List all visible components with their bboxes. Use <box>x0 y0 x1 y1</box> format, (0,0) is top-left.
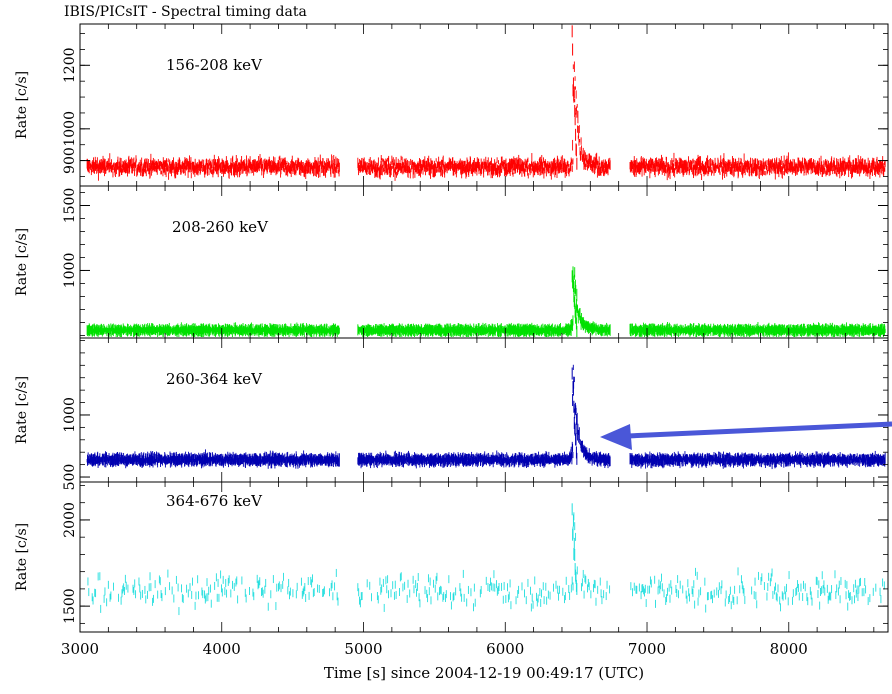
panel-2: 1000 1500 Rate [c/s] 208-260 keV <box>14 185 889 339</box>
y-tick-label: 1000 <box>62 111 78 147</box>
data-series <box>86 364 886 470</box>
panel-frame <box>79 185 889 339</box>
y-axis-label: Rate [c/s] <box>14 228 30 296</box>
y-axis-label: Rate [c/s] <box>14 71 30 139</box>
y-tick-label: 1000 <box>62 253 78 289</box>
y-tick-label: 1200 <box>62 47 78 83</box>
energy-band-label: 156-208 keV <box>166 56 263 74</box>
data-series <box>86 266 886 337</box>
energy-band-label: 208-260 keV <box>172 218 269 236</box>
y-tick-label: 1500 <box>62 188 78 224</box>
data-series <box>86 25 886 181</box>
y-tick-label: 900 <box>62 147 78 174</box>
chart-title: IBIS/PICsIT - Spectral timing data <box>64 4 307 20</box>
